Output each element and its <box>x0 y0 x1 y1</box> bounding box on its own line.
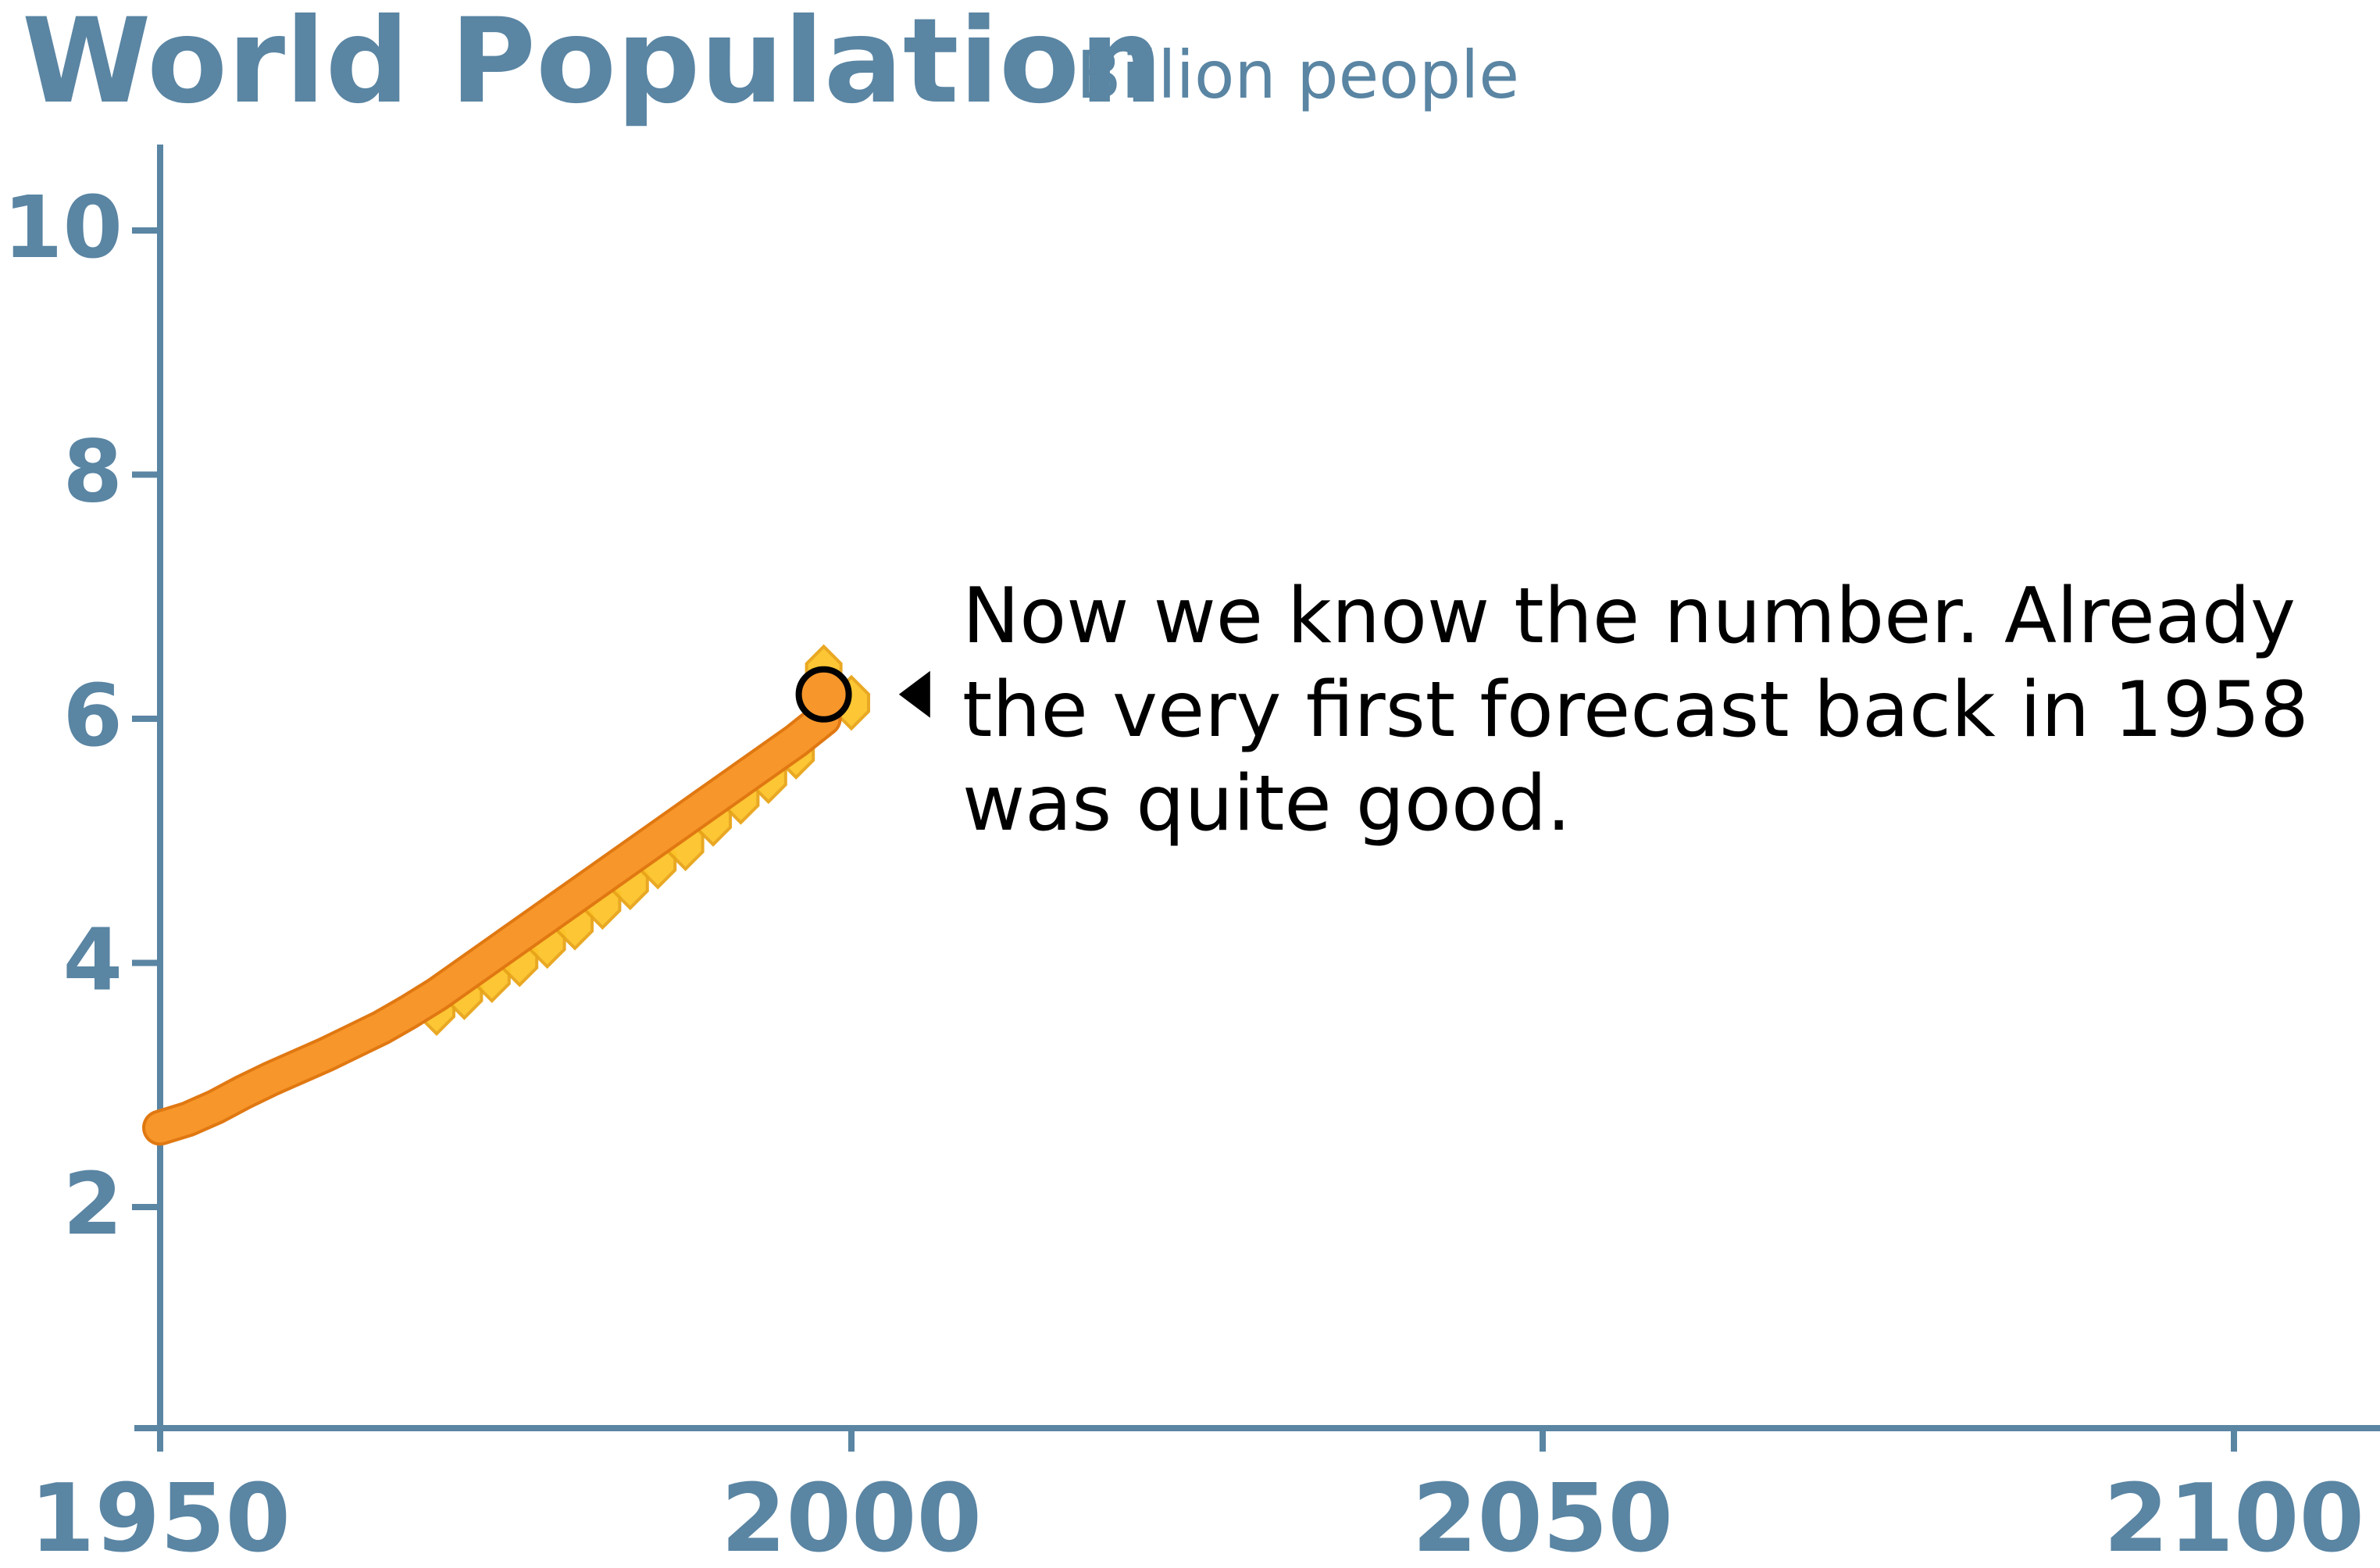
chart-title: World Population <box>22 0 1163 130</box>
axes: 2 4 6 8 10 1950 2000 2050 2100 <box>3 145 2380 1568</box>
y-tick-label: 8 <box>62 422 123 522</box>
highlight-point-group <box>795 666 852 723</box>
actual-series <box>142 701 842 1146</box>
y-tick-label: 10 <box>3 177 123 277</box>
x-tick-label: 2050 <box>1412 1465 1673 1568</box>
annotation-line: Now we know the number. Already <box>962 572 2296 661</box>
annotation-line: was quite good. <box>962 759 1571 848</box>
y-tick-label: 6 <box>62 666 123 766</box>
x-tick-label: 1950 <box>30 1465 291 1568</box>
chart-subtitle: Billion people <box>1076 37 1519 113</box>
y-tick-label: 4 <box>62 910 123 1010</box>
annotation-line: the very first forecast back in 1958 <box>962 666 2309 755</box>
x-tick-label: 2100 <box>2103 1465 2364 1568</box>
x-tick-label: 2000 <box>721 1465 982 1568</box>
highlight-point <box>795 666 852 723</box>
actual-line <box>145 704 839 1143</box>
y-tick-label: 2 <box>62 1154 123 1254</box>
annotation-arrow <box>898 670 930 718</box>
